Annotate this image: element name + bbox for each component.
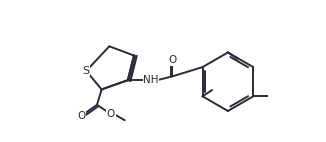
Text: O: O — [168, 55, 177, 65]
Text: NH: NH — [143, 75, 159, 85]
Text: O: O — [107, 109, 115, 119]
Text: S: S — [83, 66, 90, 76]
Text: O: O — [78, 111, 86, 121]
